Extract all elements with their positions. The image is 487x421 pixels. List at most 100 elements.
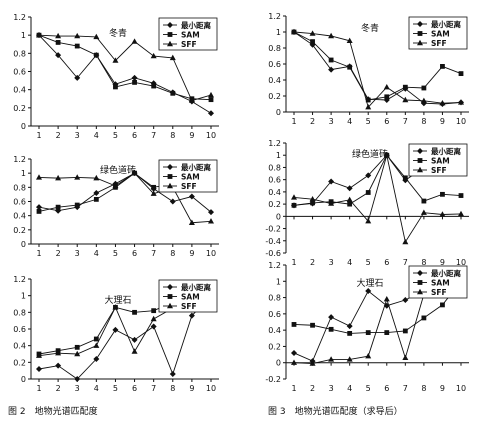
data-point-diamond xyxy=(365,288,372,295)
x-tick-label: 3 xyxy=(329,117,334,126)
data-point-diamond xyxy=(346,323,353,330)
data-point-square xyxy=(310,322,315,328)
y-tick-label: 0.2 xyxy=(13,358,26,367)
chart-title: 冬青 xyxy=(361,22,379,34)
data-point-diamond xyxy=(328,314,335,321)
data-point-square xyxy=(440,64,445,69)
data-point-triangle xyxy=(74,174,81,180)
data-point-diamond xyxy=(131,336,138,343)
data-point-square xyxy=(74,202,80,208)
x-tick-label: 7 xyxy=(403,384,408,393)
chart-title: 绿色道砖 xyxy=(100,164,136,176)
chart-panel-fig2-c: 0 0.2 0.4 0.6 0.8 1 1.2 1 2 3 4 5 6 7 8 9 10 大理石 最小距离SAMSF… xyxy=(13,275,219,393)
y-tick-label: -0.6 xyxy=(265,249,281,258)
legend-marker xyxy=(417,39,423,46)
data-point-square xyxy=(74,344,80,350)
legend-marker xyxy=(417,158,423,163)
data-point-square xyxy=(421,315,427,321)
data-point-square xyxy=(347,64,353,70)
legend-label: 最小距离 xyxy=(431,146,461,156)
y-tick-label: 1 xyxy=(21,292,26,301)
x-tick-label: 4 xyxy=(94,249,99,258)
data-point-triangle xyxy=(309,30,316,36)
data-point-diamond xyxy=(328,66,335,73)
data-point-square xyxy=(347,331,353,336)
y-tick-label: 0.2 xyxy=(13,226,26,235)
data-point-triangle xyxy=(365,104,372,110)
data-point-square xyxy=(93,196,99,202)
data-point-triangle xyxy=(150,190,157,196)
x-tick-label: 4 xyxy=(347,258,352,267)
data-point-triangle xyxy=(55,32,62,39)
x-tick-label: 1 xyxy=(36,249,41,258)
y-tick-label: 1.2 xyxy=(268,12,281,21)
x-tick-label: 10 xyxy=(456,384,466,393)
x-tick-label: 3 xyxy=(329,258,334,267)
figure-2-caption: 图 2 地物光谱匹配度 xyxy=(8,407,98,417)
data-point-triangle xyxy=(36,174,42,180)
x-tick-label: 6 xyxy=(132,384,137,393)
data-point-triangle xyxy=(365,218,372,224)
data-point-triangle xyxy=(36,352,42,358)
data-point-diamond xyxy=(365,172,372,179)
x-tick-label: 9 xyxy=(440,258,445,267)
legend-label: SAM xyxy=(181,173,200,182)
y-tick-label: -0.2 xyxy=(265,225,281,234)
data-point-triangle xyxy=(402,238,409,245)
legend-label: 最小距离 xyxy=(431,268,461,278)
x-tick-label: 7 xyxy=(151,384,156,393)
y-tick-label: 0.6 xyxy=(13,68,26,77)
data-point-diamond xyxy=(328,178,335,185)
legend-label: SAM xyxy=(181,31,200,40)
y-tick-label: 1 xyxy=(276,277,281,286)
y-tick-label: 0.2 xyxy=(13,104,26,113)
legend-label: 最小距离 xyxy=(181,282,211,292)
x-tick-label: 8 xyxy=(421,117,426,126)
x-tick-label: 10 xyxy=(456,258,466,267)
x-tick-label: 9 xyxy=(189,384,194,393)
y-tick-label: 0.4 xyxy=(268,326,281,335)
data-point-triangle xyxy=(420,209,427,215)
legend-marker xyxy=(167,294,173,299)
data-point-square xyxy=(384,94,390,100)
data-point-triangle xyxy=(328,200,335,206)
chart-title: 大理石 xyxy=(104,294,131,306)
legend-label: SFF xyxy=(181,40,197,49)
series-line-2 xyxy=(293,31,462,101)
series-line-2 xyxy=(293,154,462,206)
data-point-square xyxy=(132,80,137,85)
data-point-diamond xyxy=(74,376,81,382)
y-tick-label: 0 xyxy=(276,108,281,117)
data-point-triangle xyxy=(55,349,62,356)
data-point-square xyxy=(208,97,214,103)
series-line-1 xyxy=(38,34,212,114)
x-tick-label: 9 xyxy=(189,249,194,258)
data-point-triangle xyxy=(383,152,390,158)
data-point-triangle xyxy=(131,169,138,176)
x-tick-label: 1 xyxy=(291,117,296,126)
data-point-triangle xyxy=(291,28,297,35)
data-point-triangle xyxy=(309,196,316,202)
data-point-square xyxy=(365,190,371,195)
data-point-square xyxy=(74,43,80,49)
x-tick-label: 2 xyxy=(56,131,61,140)
data-point-diamond xyxy=(55,52,62,59)
data-point-triangle xyxy=(36,31,42,38)
data-point-diamond xyxy=(55,362,62,369)
y-tick-label: 0.8 xyxy=(13,308,26,317)
series-line-3 xyxy=(293,31,462,109)
x-tick-label: 5 xyxy=(113,384,118,393)
x-tick-label: 6 xyxy=(384,117,389,126)
data-point-diamond xyxy=(402,297,409,304)
data-point-triangle xyxy=(131,348,138,354)
data-point-triangle xyxy=(458,99,464,105)
data-point-triangle xyxy=(383,296,390,302)
x-tick-label: 3 xyxy=(329,384,334,393)
x-tick-label: 10 xyxy=(206,249,216,258)
data-point-triangle xyxy=(309,360,316,366)
